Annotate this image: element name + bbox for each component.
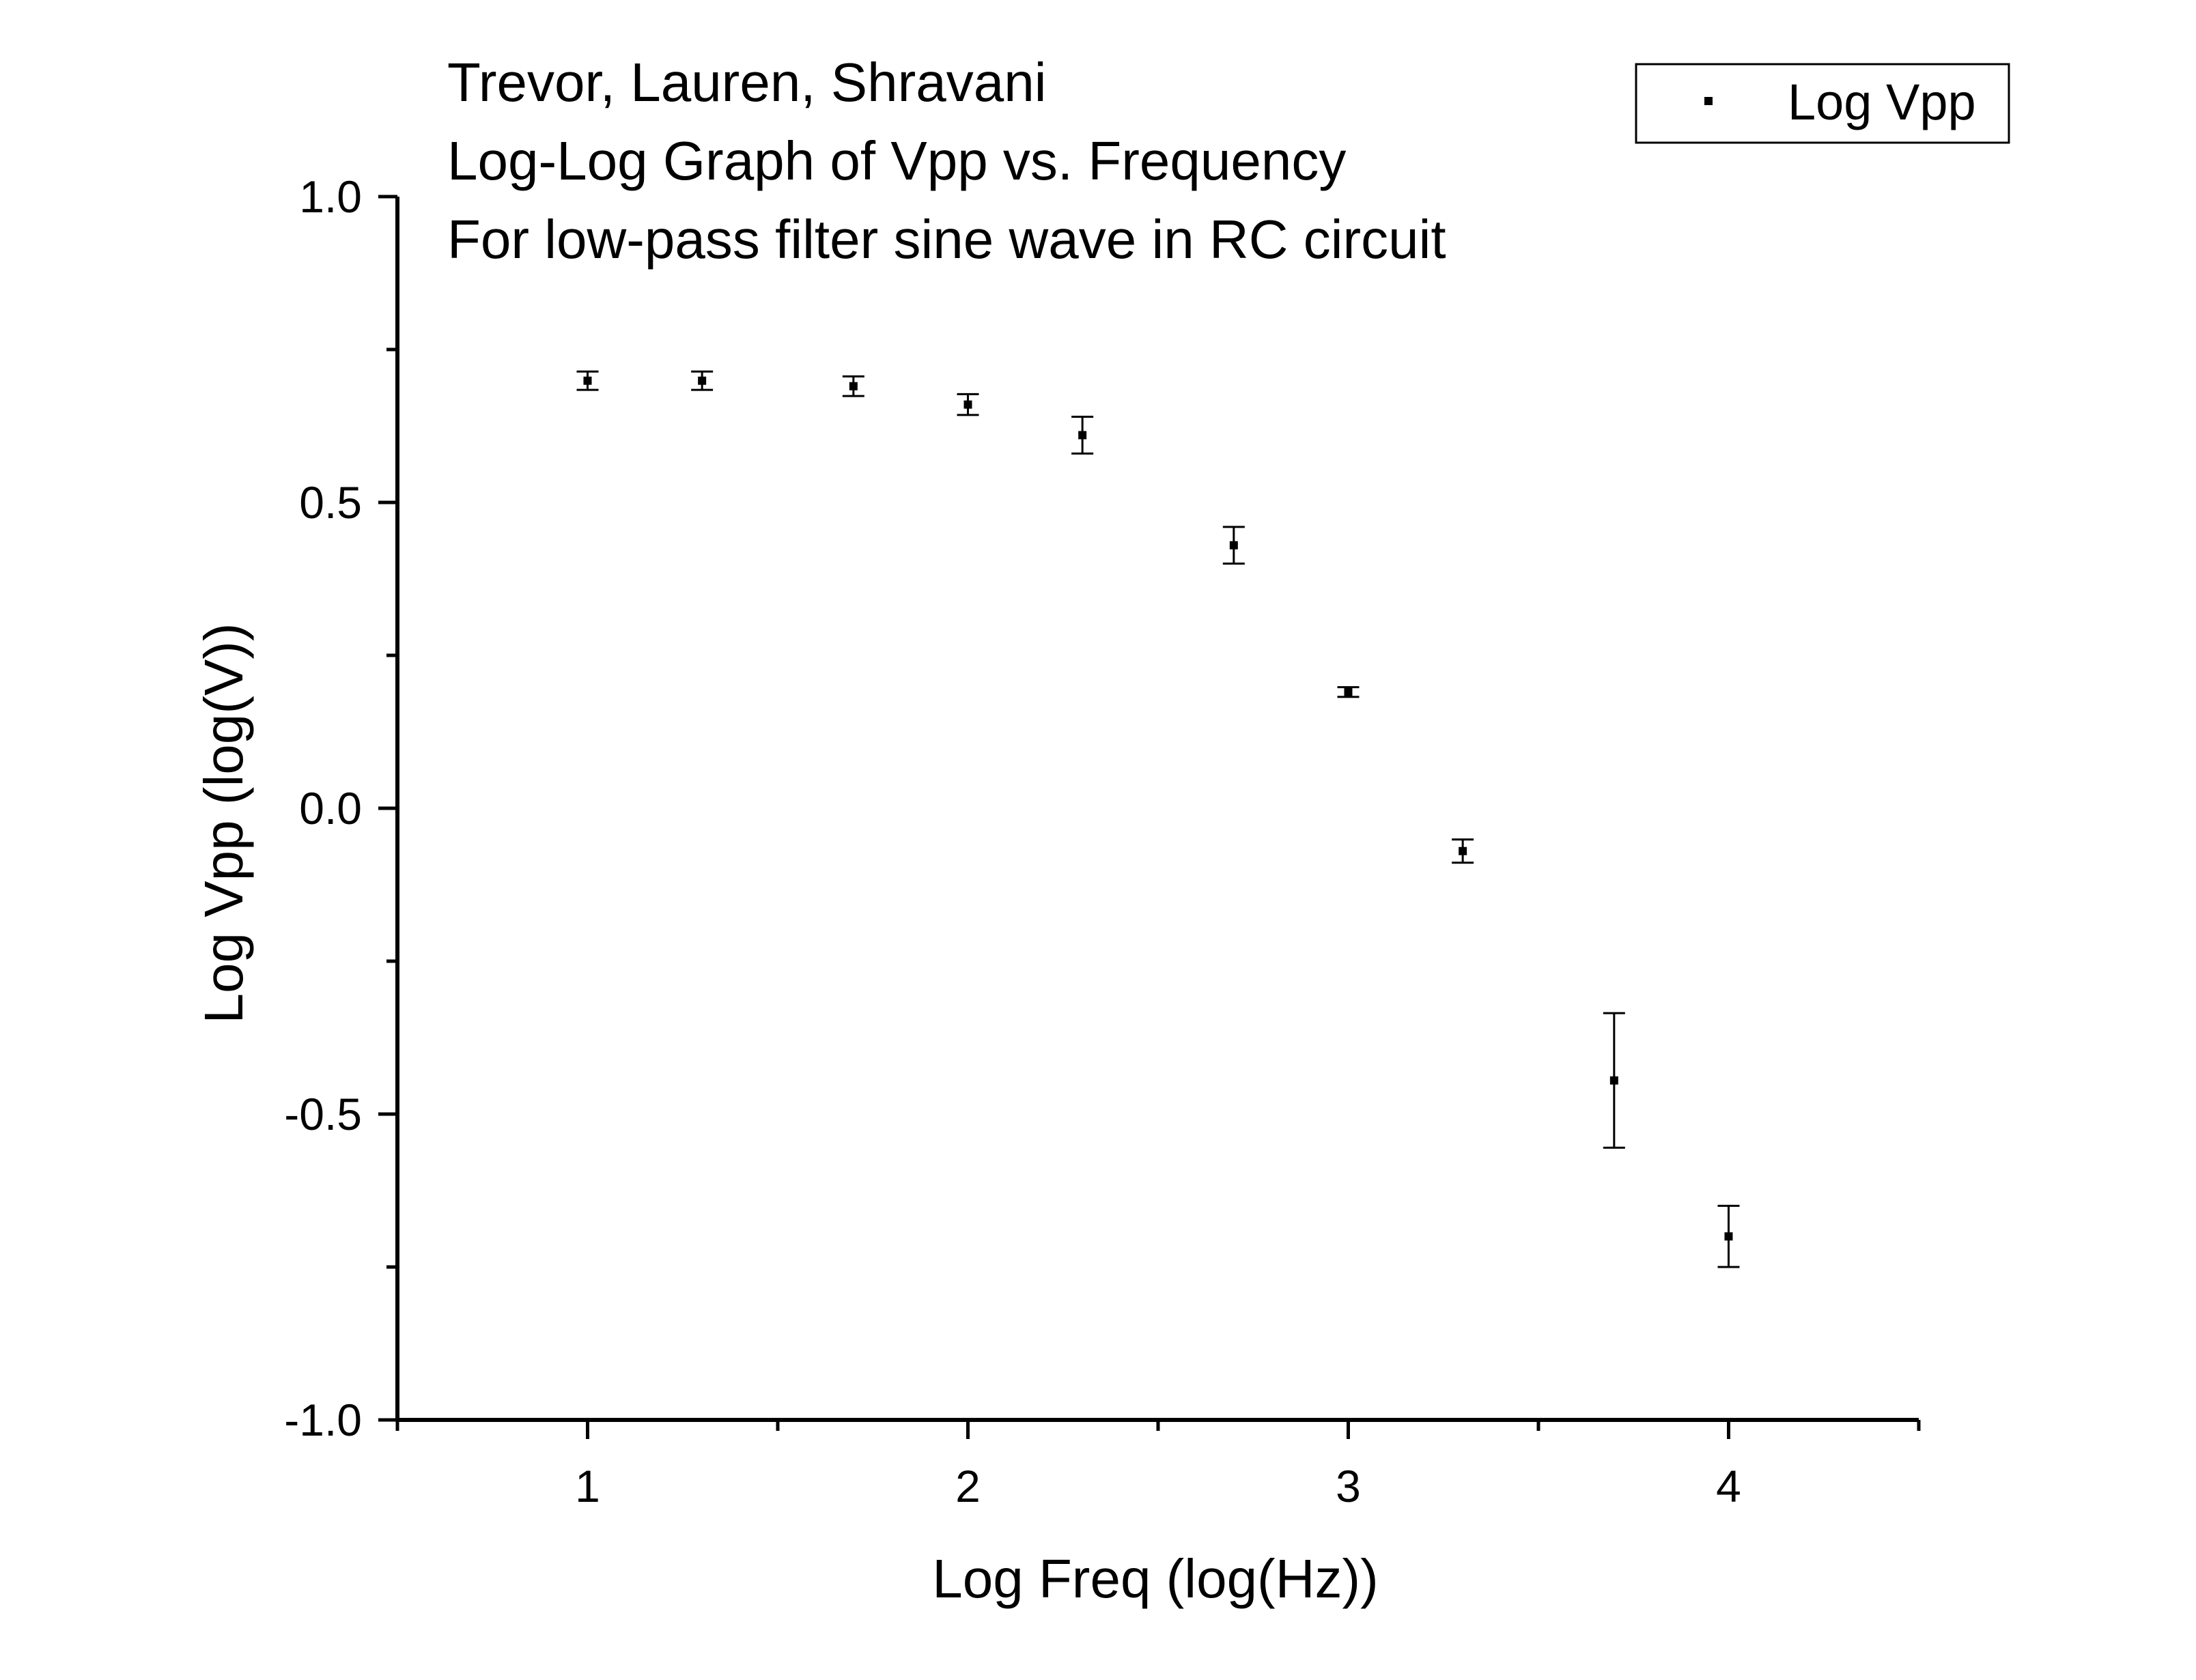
point-marker: [1078, 431, 1087, 440]
axis-tick-labels: 1 2 3 4 -1.0 -0.5 0.0 0.5 1.0: [284, 171, 1741, 1511]
x-tick-label: 3: [1336, 1461, 1361, 1511]
data-point: [1337, 686, 1360, 698]
point-marker: [1344, 687, 1353, 696]
data-point: [1717, 1204, 1740, 1268]
legend-box: [1635, 63, 2010, 144]
y-tick-label: -0.5: [284, 1089, 362, 1139]
axes: [395, 197, 1919, 1422]
title-line: Log-Log Graph of Vpp vs. Frequency: [447, 130, 1346, 191]
point-marker: [698, 376, 707, 385]
data-point: [1452, 838, 1474, 864]
y-tick-label: 0.0: [299, 783, 362, 834]
chart-title: Trevor, Lauren, Shravani Log-Log Graph of…: [447, 52, 1446, 270]
axis-ticks: [378, 195, 1921, 1439]
data-point: [842, 375, 864, 397]
data-point: [576, 370, 599, 391]
legend: Log Vpp: [1635, 63, 2010, 144]
x-tick-label: 1: [575, 1461, 600, 1511]
point-marker: [1724, 1232, 1733, 1241]
point-marker: [583, 376, 592, 385]
point-marker: [963, 400, 972, 409]
legend-label: Log Vpp: [1788, 74, 1976, 130]
legend-marker: [1704, 97, 1713, 105]
data-point: [1603, 1012, 1625, 1149]
data-points: [576, 370, 1740, 1268]
point-marker: [1459, 846, 1467, 855]
data-point: [691, 370, 714, 391]
point-marker: [1609, 1076, 1618, 1085]
x-axis-title: Log Freq (log(Hz)): [932, 1548, 1379, 1609]
title-line: Trevor, Lauren, Shravani: [447, 52, 1047, 113]
data-point: [1071, 416, 1094, 455]
x-tick-label: 4: [1716, 1461, 1741, 1511]
y-axis-title: Log Vpp (log(V)): [193, 623, 254, 1024]
title-line: For low-pass filter sine wave in RC circ…: [447, 209, 1446, 270]
data-point: [1222, 526, 1245, 565]
data-point: [957, 393, 979, 416]
point-marker: [849, 382, 858, 390]
x-tick-label: 2: [955, 1461, 981, 1511]
y-tick-label: 0.5: [299, 477, 362, 528]
point-marker: [1229, 541, 1238, 550]
y-tick-label: -1.0: [284, 1395, 362, 1445]
y-tick-label: 1.0: [299, 171, 362, 222]
